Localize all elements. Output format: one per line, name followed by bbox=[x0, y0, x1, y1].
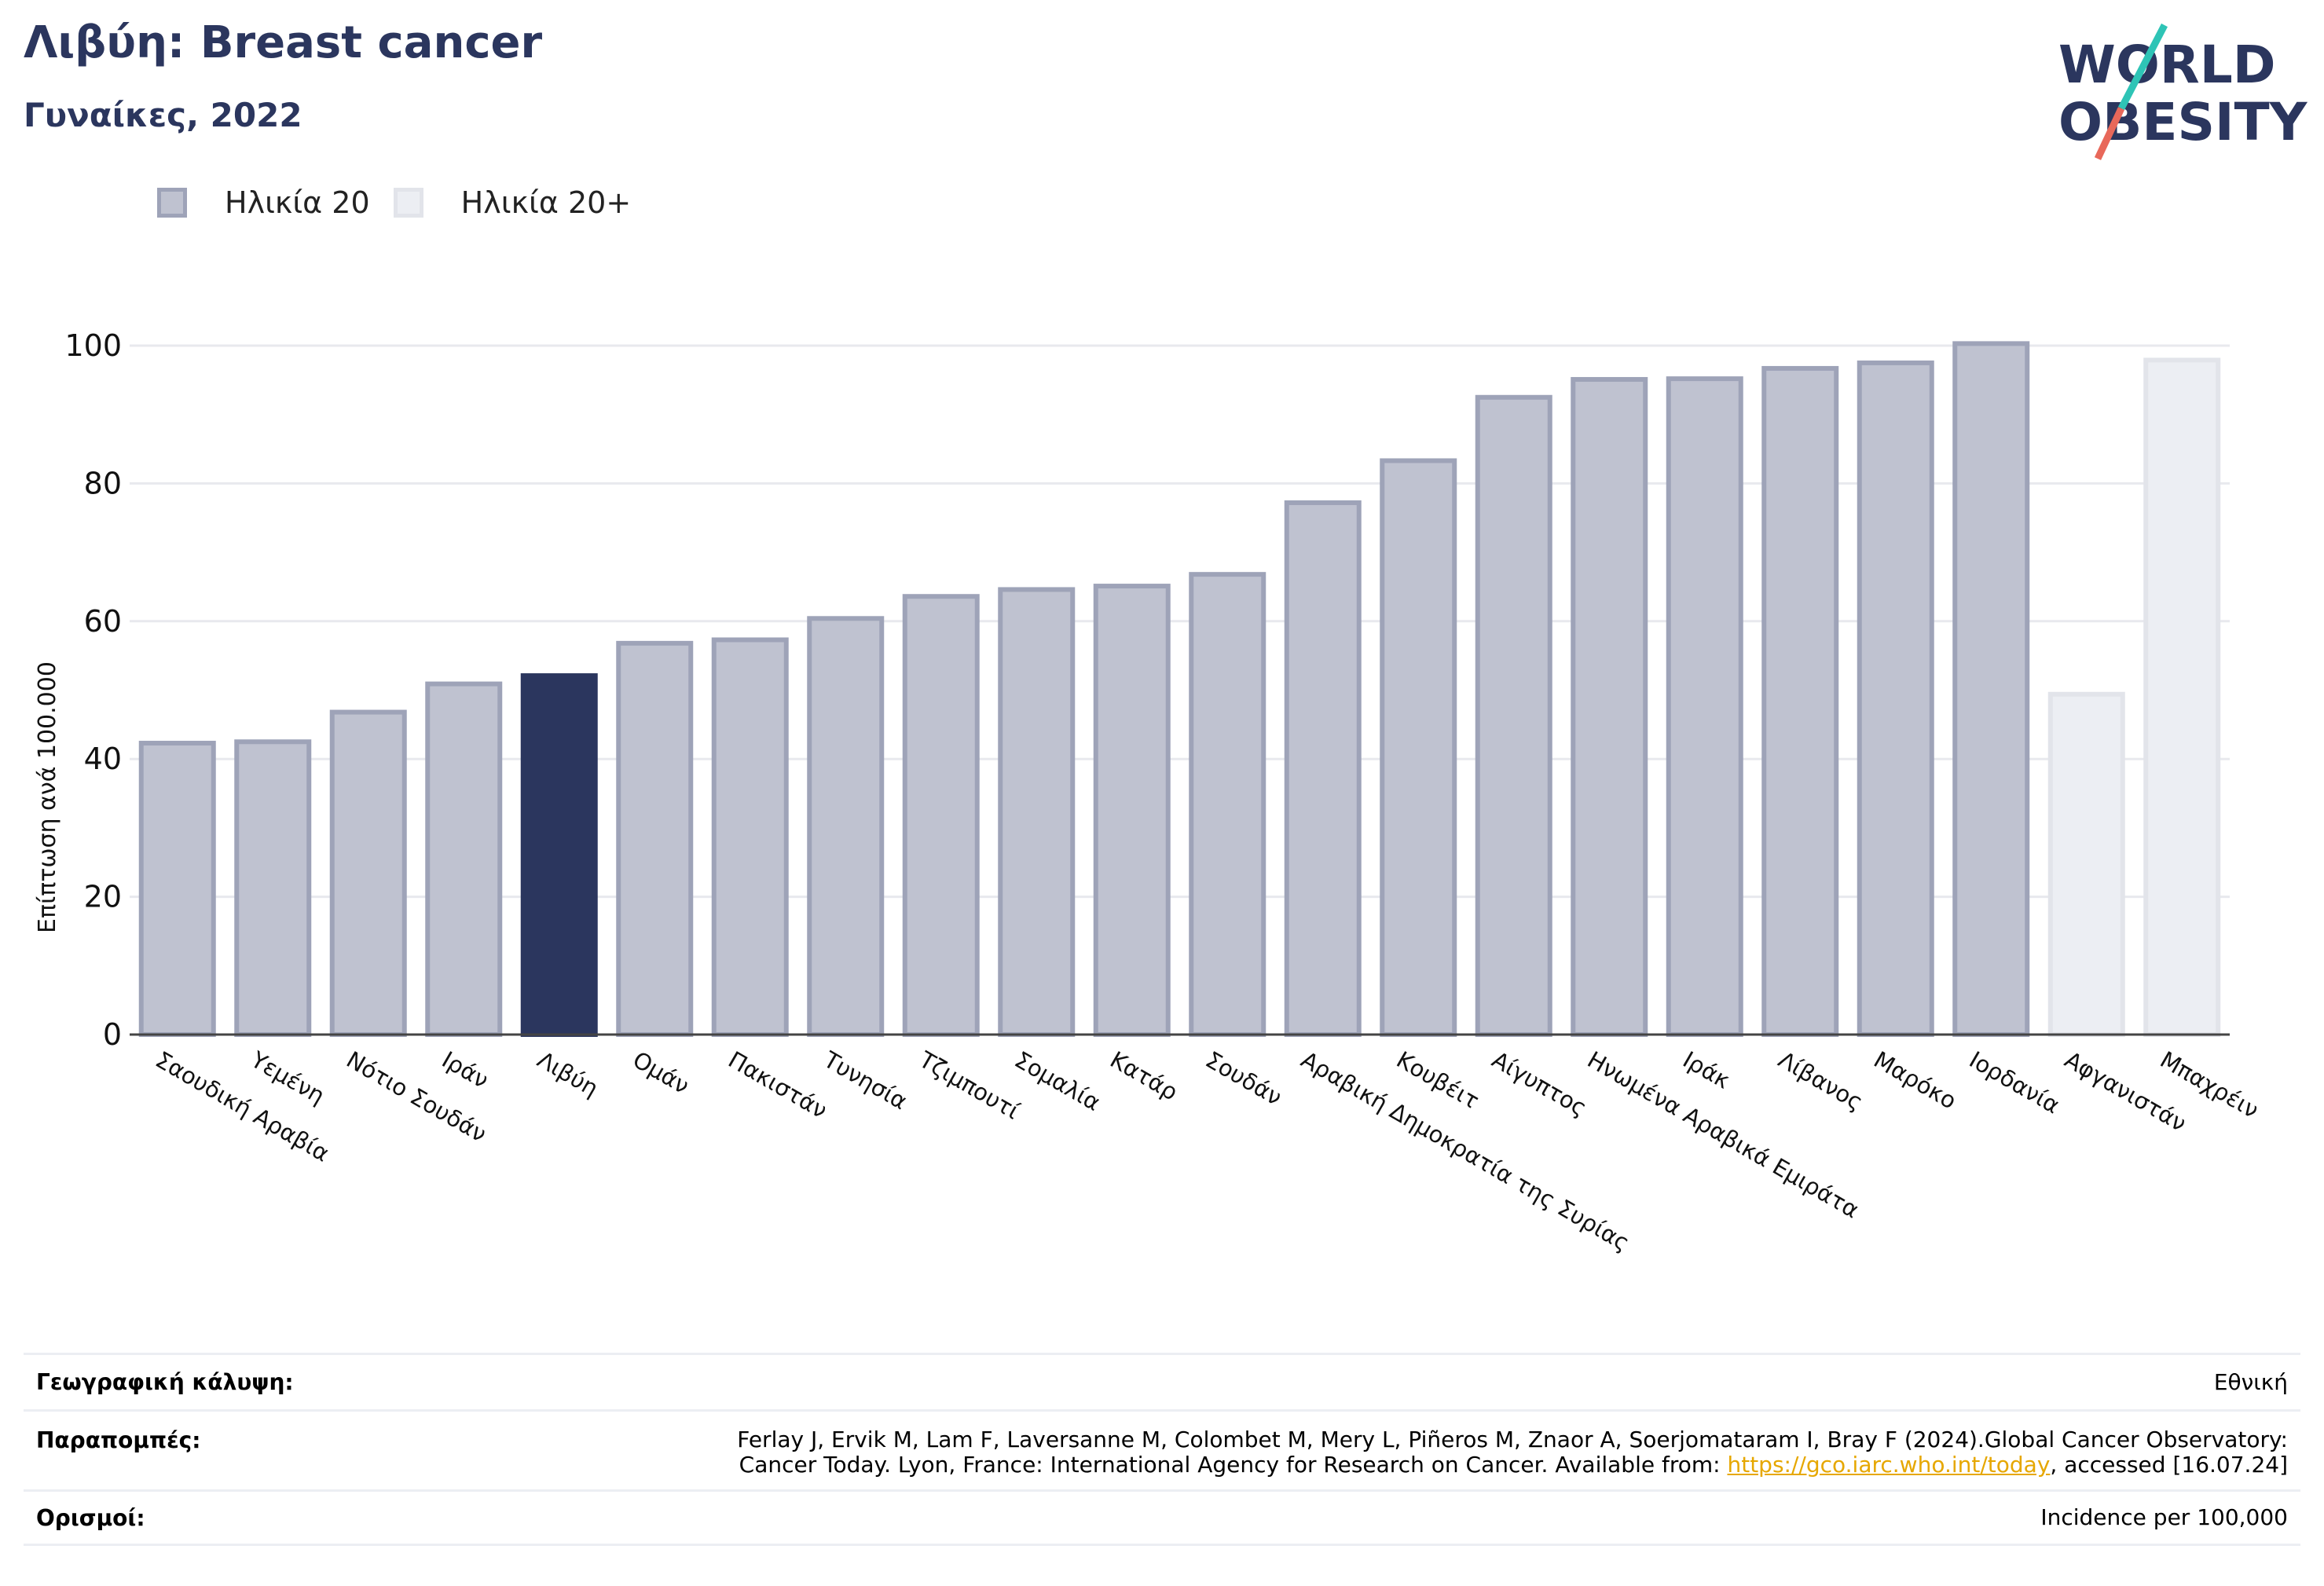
info-row-definitions: Ορισμοί: Incidence per 100,000 bbox=[24, 1489, 2300, 1546]
definitions-label: Ορισμοί: bbox=[36, 1504, 145, 1531]
bar-7[interactable] bbox=[807, 616, 885, 1037]
x-tick-label: Αίγυπτος bbox=[1487, 1046, 1591, 1122]
bar-15[interactable] bbox=[1571, 376, 1648, 1037]
bar-17[interactable] bbox=[1761, 365, 1839, 1038]
bar-9[interactable] bbox=[998, 587, 1076, 1037]
x-tick-label: Σαουδική Αραβία bbox=[151, 1046, 334, 1167]
bar-11[interactable] bbox=[1189, 572, 1266, 1037]
references-line1: Ferlay J, Ervik M, Lam F, Laversanne M, … bbox=[737, 1427, 2288, 1452]
logo-slash-teal bbox=[2118, 24, 2168, 111]
references-link[interactable]: https://gco.iarc.who.int/today bbox=[1727, 1452, 2051, 1478]
y-axis-ticks: 0 20 40 60 80 100 bbox=[64, 328, 122, 1052]
x-tick-label: Τυνησία bbox=[819, 1046, 912, 1115]
x-tick-label: Σουδάν bbox=[1201, 1046, 1287, 1111]
legend-swatch-age-20-plus bbox=[393, 188, 423, 218]
y-axis-label: Επίπτωση ανά 100.000 bbox=[34, 661, 61, 933]
chart-subtitle: Γυναίκες, 2022 bbox=[24, 96, 302, 134]
logo-line-obesity: OBESITY bbox=[2058, 92, 2308, 152]
coverage-value: Εθνική bbox=[2213, 1368, 2288, 1395]
x-tick-label: Ιορδανία bbox=[1965, 1046, 2065, 1119]
y-tick-label: 0 bbox=[103, 1017, 122, 1052]
x-tick-label: Ιράν bbox=[438, 1046, 493, 1094]
bar-10[interactable] bbox=[1093, 584, 1171, 1037]
bar-0[interactable] bbox=[138, 741, 216, 1037]
legend-swatch-age-20 bbox=[157, 188, 187, 218]
logo-slash-coral bbox=[2094, 107, 2125, 160]
references-line2-post: , accessed [16.07.24] bbox=[2050, 1452, 2288, 1478]
world-obesity-logo: WORLD OBESITY bbox=[2058, 24, 2308, 160]
bar-14[interactable] bbox=[1475, 394, 1552, 1037]
y-tick-label: 80 bbox=[84, 466, 122, 500]
x-tick-label: Λιβύη bbox=[533, 1046, 603, 1102]
x-tick-label: Πακιστάν bbox=[724, 1046, 831, 1124]
bar-18[interactable] bbox=[1857, 360, 1934, 1037]
bar-5[interactable] bbox=[616, 640, 694, 1037]
bar-19[interactable] bbox=[1952, 341, 2030, 1037]
references-label: Παραπομπές: bbox=[36, 1427, 201, 1453]
x-tick-label: Ομάν bbox=[629, 1046, 694, 1100]
x-tick-label: Αραβική Δημοκρατία της Συρίας bbox=[1296, 1046, 1634, 1257]
legend-item-age-20-plus[interactable]: Ηλικία 20+ bbox=[393, 185, 632, 220]
references-line2-pre: Cancer Today. Lyon, France: Internationa… bbox=[739, 1452, 1728, 1478]
coverage-label: Γεωγραφική κάλυψη: bbox=[36, 1369, 294, 1395]
bar-6[interactable] bbox=[711, 637, 789, 1037]
y-tick-label: 20 bbox=[84, 880, 122, 914]
legend-item-age-20[interactable]: Ηλικία 20 bbox=[157, 185, 370, 220]
info-row-coverage: Γεωγραφική κάλυψη: Εθνική bbox=[24, 1353, 2300, 1409]
bar-1[interactable] bbox=[234, 739, 312, 1038]
bar-16[interactable] bbox=[1666, 376, 1743, 1037]
bar-8[interactable] bbox=[902, 594, 980, 1037]
chart-legend: Ηλικία 20 Ηλικία 20+ bbox=[157, 179, 654, 226]
y-tick-label: 60 bbox=[84, 604, 122, 639]
bar-3[interactable] bbox=[425, 681, 503, 1037]
definitions-value: Incidence per 100,000 bbox=[2040, 1504, 2288, 1530]
bar-21[interactable] bbox=[2143, 357, 2221, 1037]
x-tick-label: Λίβανος bbox=[1774, 1046, 1868, 1116]
bar-12[interactable] bbox=[1284, 500, 1362, 1037]
bar-4[interactable] bbox=[520, 673, 598, 1037]
bar-20[interactable] bbox=[2047, 691, 2125, 1038]
legend-label-age-20: Ηλικία 20 bbox=[225, 185, 370, 220]
references-value: Ferlay J, Ervik M, Lam F, Laversanne M, … bbox=[737, 1427, 2300, 1489]
chart-title: Λιβύη: Breast cancer bbox=[24, 17, 543, 68]
bar-13[interactable] bbox=[1380, 458, 1457, 1037]
bar-2[interactable] bbox=[329, 709, 407, 1038]
x-tick-label: Μαρόκο bbox=[1869, 1046, 1961, 1115]
chart-bars bbox=[138, 341, 2221, 1038]
info-row-references: Παραπομπές: Ferlay J, Ervik M, Lam F, La… bbox=[24, 1409, 2300, 1489]
info-table: Γεωγραφική κάλυψη: Εθνική Παραπομπές: Fe… bbox=[24, 1353, 2300, 1546]
x-tick-label: Τζιμπουτί bbox=[914, 1046, 1024, 1125]
x-tick-label: Ιράκ bbox=[1678, 1046, 1735, 1094]
y-tick-label: 100 bbox=[64, 328, 122, 363]
logo-line-world: WORLD bbox=[2058, 35, 2276, 95]
x-tick-label: Σομαλία bbox=[1010, 1046, 1105, 1116]
legend-label-age-20-plus: Ηλικία 20+ bbox=[460, 185, 632, 220]
x-tick-label: Κατάρ bbox=[1105, 1046, 1182, 1106]
y-tick-label: 40 bbox=[84, 742, 122, 776]
